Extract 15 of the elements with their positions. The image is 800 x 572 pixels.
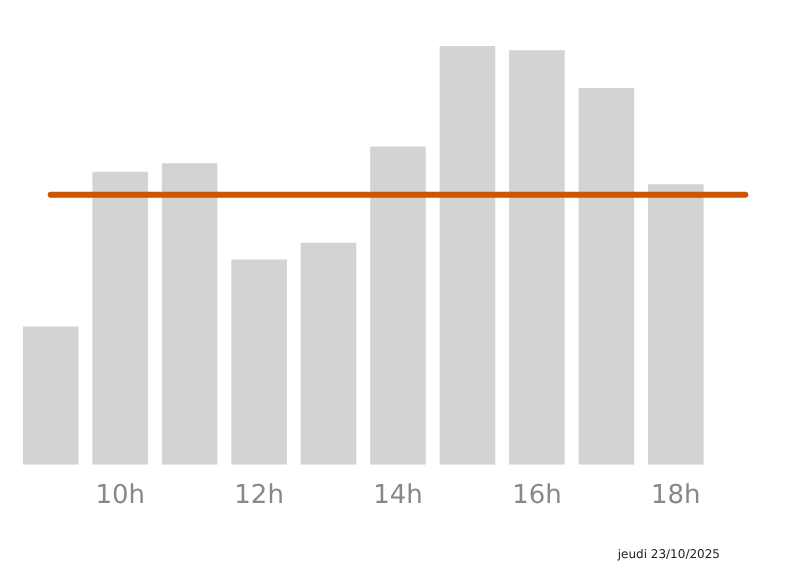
bar [509, 50, 565, 465]
bar [648, 184, 704, 465]
x-tick-label: 16h [512, 481, 562, 512]
bar [92, 171, 148, 465]
bar [370, 146, 426, 465]
bar [231, 259, 287, 465]
x-tick-label: 12h [234, 481, 284, 512]
x-tick-label: 10h [95, 481, 145, 512]
x-tick-label: 14h [373, 481, 423, 512]
x-tick-label: 18h [651, 481, 701, 512]
bar [439, 46, 496, 465]
bar [161, 163, 218, 465]
bar [22, 326, 79, 465]
bar [578, 87, 635, 465]
bar [300, 242, 357, 465]
